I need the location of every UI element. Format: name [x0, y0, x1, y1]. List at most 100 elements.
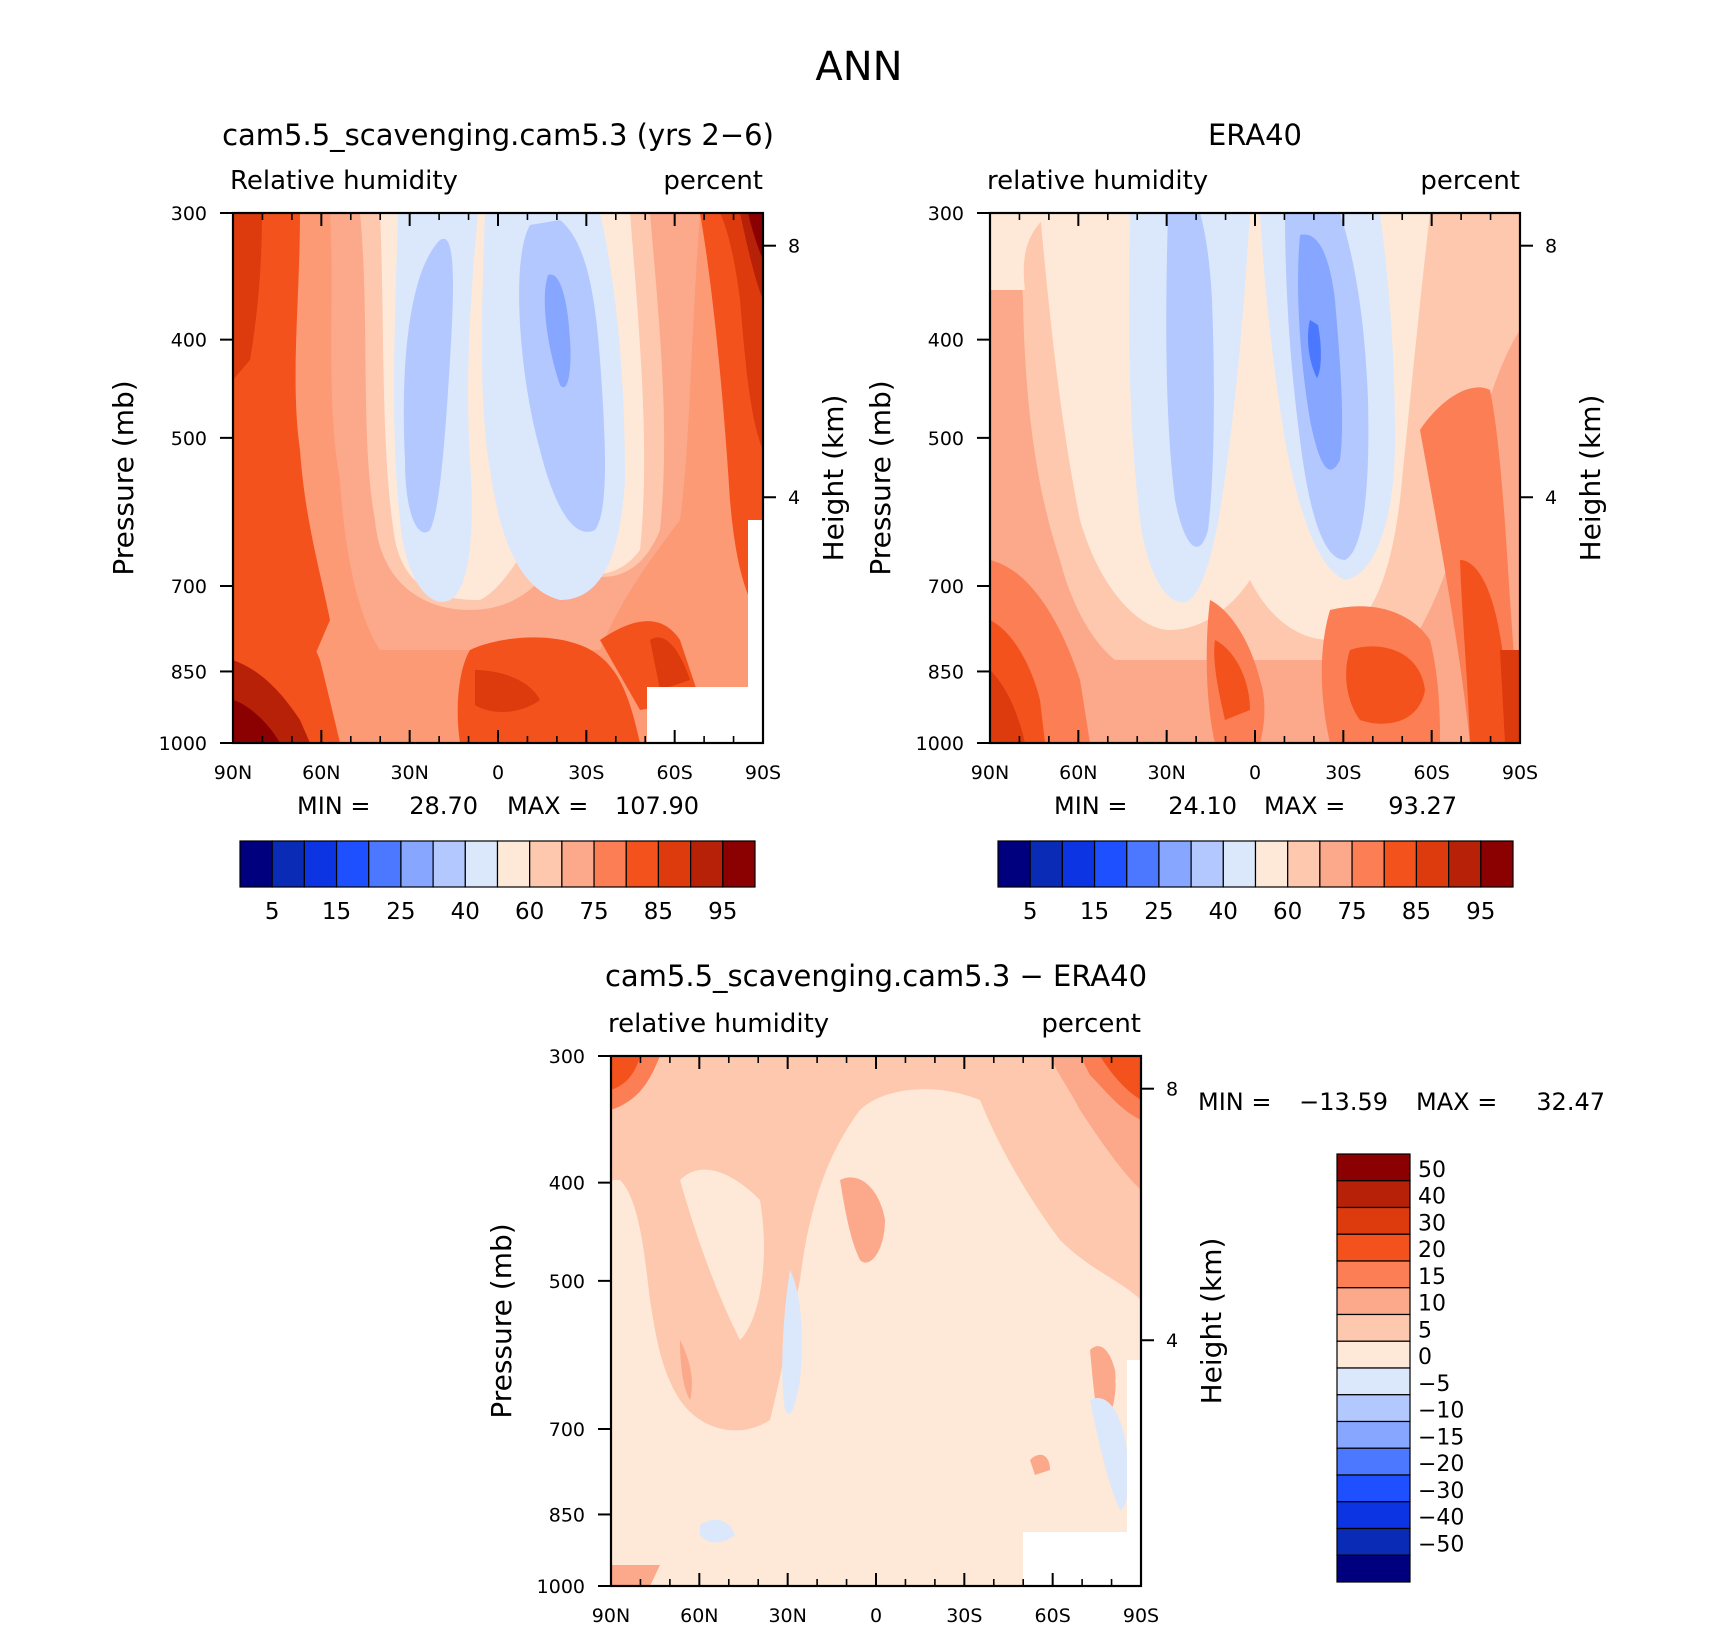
colorbar-label: 5: [1023, 899, 1038, 925]
panel-model-y2-label: Height (km): [817, 395, 850, 562]
panel-model-subtitle-right: percent: [663, 166, 763, 196]
panel-model-y-label: Pressure (mb): [107, 380, 140, 575]
colorbar-swatch: [400, 840, 434, 888]
panel-model-contour-field: [233, 213, 763, 743]
panel-model-y-axis: 300 400 500 700 850 1000: [159, 203, 233, 755]
colorbar-swatch: [561, 840, 595, 888]
colorbar-label: −10: [1418, 1399, 1464, 1424]
x-tick-label: 60S: [1035, 1605, 1071, 1627]
colorbar-swatch: [1029, 840, 1063, 888]
colorbar-label: −50: [1418, 1532, 1464, 1557]
colorbar-label: 10: [1418, 1292, 1446, 1317]
colorbar-swatch: [1190, 840, 1224, 888]
y2-tick-label: 8: [788, 236, 800, 258]
y-tick-label: 850: [928, 661, 964, 683]
y-tick-label: 850: [171, 661, 207, 683]
colorbar-label: 95: [708, 899, 737, 925]
colorbar-swatch: [1287, 840, 1321, 888]
colorbar-swatch: [1415, 840, 1450, 888]
colorbar-swatch: [1336, 1367, 1411, 1396]
panel-model-max-value: 107.90: [615, 792, 699, 820]
colorbar-swatch: [1336, 1474, 1411, 1503]
panel-obs-min-value: 24.10: [1168, 792, 1237, 820]
panel-obs-max-value: 93.27: [1388, 792, 1457, 820]
colorbar-swatch: [1336, 1340, 1411, 1369]
panel-obs-min-label: MIN =: [1054, 792, 1127, 820]
figure-title: ANN: [815, 44, 902, 90]
colorbar-label: −30: [1418, 1479, 1464, 1504]
panel-obs-colorbar: 5 15 25 40 60 75 85 95: [997, 840, 1514, 925]
colorbar-label: 75: [579, 899, 608, 925]
colorbar-swatch: [368, 840, 402, 888]
x-tick-label: 0: [492, 762, 504, 784]
y-tick-label: 400: [928, 330, 964, 352]
colorbar-swatch: [271, 840, 305, 888]
colorbar-swatch: [303, 840, 338, 888]
x-tick-label: 60S: [657, 762, 693, 784]
colorbar-label: 40: [451, 899, 480, 925]
x-tick-label: 0: [870, 1605, 882, 1627]
colorbar-swatch: [1336, 1313, 1411, 1342]
colorbar-label: 30: [1418, 1211, 1446, 1236]
x-tick-label: 30S: [568, 762, 604, 784]
colorbar-label: 85: [1402, 899, 1431, 925]
panel-model-min-label: MIN =: [297, 792, 370, 820]
panel-obs-subtitle-left: relative humidity: [987, 166, 1208, 196]
colorbar-label: 60: [1273, 899, 1302, 925]
colorbar-swatch: [722, 840, 756, 888]
colorbar-label: −5: [1418, 1372, 1450, 1397]
colorbar-swatch: [1336, 1394, 1411, 1423]
panel-diff-y2-label: Height (km): [1195, 1238, 1228, 1405]
colorbar-label: 95: [1466, 899, 1495, 925]
y-tick-label: 700: [928, 576, 964, 598]
y2-tick-label: 4: [1545, 487, 1557, 509]
y2-tick-label: 4: [1166, 1330, 1178, 1352]
panel-obs-x-axis: 90N 60N 30N 0 30S 60S 90S: [971, 213, 1538, 784]
x-tick-label: 90N: [214, 762, 252, 784]
y-tick-label: 700: [171, 576, 207, 598]
panel-model: cam5.5_scavenging.cam5.3 (yrs 2−6) Relat…: [107, 118, 850, 925]
colorbar-swatch: [1383, 840, 1418, 888]
y2-tick-label: 8: [1166, 1079, 1178, 1101]
colorbar-swatch: [1093, 840, 1128, 888]
panel-obs: ERA40 relative humidity percent: [864, 118, 1607, 925]
colorbar-swatch: [1336, 1501, 1411, 1530]
panel-model-x-axis: 90N 60N 30N 0 30S 60S 90S: [214, 213, 781, 784]
panel-diff-title: cam5.5_scavenging.cam5.3 − ERA40: [605, 959, 1147, 993]
x-tick-label: 30N: [390, 762, 428, 784]
x-tick-label: 30S: [946, 1605, 982, 1627]
colorbar-swatch: [1448, 840, 1482, 888]
y-tick-label: 1000: [916, 733, 964, 755]
colorbar-swatch: [1158, 840, 1192, 888]
panel-diff-y-label: Pressure (mb): [485, 1223, 518, 1418]
y-tick-label: 400: [549, 1173, 585, 1195]
x-tick-label: 90S: [1123, 1605, 1159, 1627]
panel-diff: cam5.5_scavenging.cam5.3 − ERA40 relativ…: [485, 959, 1605, 1627]
x-tick-label: 30S: [1325, 762, 1361, 784]
x-tick-label: 90N: [971, 762, 1009, 784]
panel-diff-x-axis: 90N 60N 30N 0 30S 60S 90S: [592, 1056, 1159, 1627]
panel-obs-y2-axis: 84: [1520, 236, 1557, 509]
y-tick-label: 300: [171, 203, 207, 225]
x-tick-label: 60N: [1059, 762, 1097, 784]
y-tick-label: 1000: [159, 733, 207, 755]
y-tick-label: 500: [171, 428, 207, 450]
colorbar-swatch: [625, 840, 660, 888]
x-tick-label: 30N: [768, 1605, 806, 1627]
colorbar-swatch: [1336, 1527, 1411, 1556]
x-tick-label: 90S: [1502, 762, 1538, 784]
panel-model-y2-axis: 84: [763, 236, 800, 509]
colorbar-swatch: [1351, 840, 1385, 888]
colorbar-label: 0: [1418, 1345, 1432, 1370]
panel-diff-y2-axis: 84: [1141, 1079, 1178, 1352]
colorbar-label: 50: [1418, 1158, 1446, 1183]
colorbar-label: 5: [1418, 1318, 1432, 1343]
colorbar-swatch: [1126, 840, 1160, 888]
colorbar-swatch: [1336, 1206, 1411, 1235]
colorbar-swatch: [997, 840, 1031, 888]
colorbar-label: 5: [265, 899, 280, 925]
y-tick-label: 400: [171, 330, 207, 352]
panel-obs-contour-field: [990, 213, 1520, 743]
colorbar-swatch: [335, 840, 370, 888]
